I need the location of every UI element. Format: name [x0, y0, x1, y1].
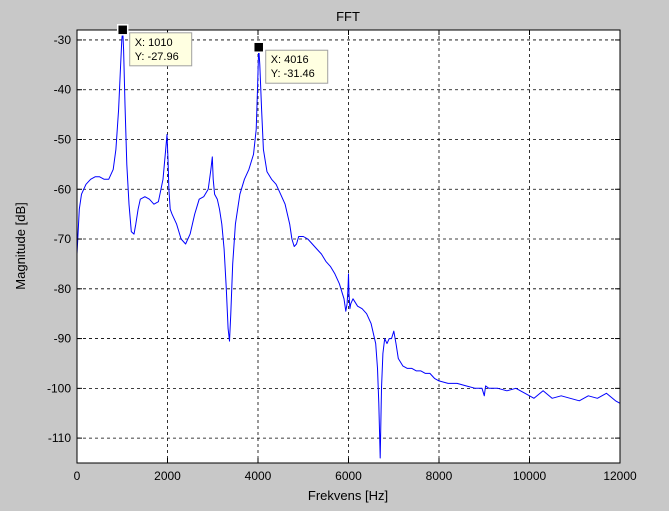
y-tick-label: -60 — [54, 182, 72, 196]
datatip-marker[interactable] — [116, 24, 129, 36]
x-axis-label: Frekvens [Hz] — [308, 488, 388, 503]
datatip-box — [265, 49, 329, 84]
datatip[interactable]: X: 4016 Y: -31.46 — [252, 41, 329, 84]
y-tick-label: -80 — [54, 282, 72, 296]
datatip-y-text: Y: -31.46 — [271, 68, 315, 80]
x-axis: 0 2000 4000 6000 8000 10000 12000 — [74, 30, 637, 483]
x-tick-label: 0 — [74, 469, 81, 483]
y-tick-label: -50 — [54, 132, 72, 146]
x-tick-label: 2000 — [154, 469, 181, 483]
x-tick-label: 8000 — [426, 469, 453, 483]
x-tick-label: 6000 — [335, 469, 362, 483]
fft-magnitude-line — [76, 29, 621, 459]
chart-title: FFT — [336, 9, 360, 24]
datatip-x-text: X: 1010 — [135, 37, 173, 49]
datatip-marker[interactable] — [252, 41, 265, 53]
grid — [77, 30, 620, 463]
datatip-box — [129, 32, 193, 67]
y-tick-label: -70 — [54, 232, 72, 246]
y-tick-label: -40 — [54, 83, 72, 97]
datatip-x-text: X: 4016 — [271, 54, 309, 66]
y-tick-label: -100 — [47, 381, 71, 395]
y-tick-label: -30 — [54, 33, 72, 47]
x-tick-label: 12000 — [603, 469, 637, 483]
x-tick-label: 10000 — [513, 469, 547, 483]
x-tick-label: 4000 — [245, 469, 272, 483]
series-layer — [76, 29, 621, 459]
y-axis-label: Magnitude [dB] — [13, 202, 28, 289]
datatip-y-text: Y: -27.96 — [135, 51, 179, 63]
datatips: X: 1010 Y: -27.96 X: 4016 Y: -31.46 — [116, 24, 329, 84]
y-tick-label: -110 — [48, 431, 71, 445]
datatip[interactable]: X: 1010 Y: -27.96 — [116, 24, 193, 67]
y-axis: -110 -100 -90 -80 -70 -60 -50 -40 -30 — [47, 33, 620, 445]
y-tick-label: -90 — [54, 332, 72, 346]
